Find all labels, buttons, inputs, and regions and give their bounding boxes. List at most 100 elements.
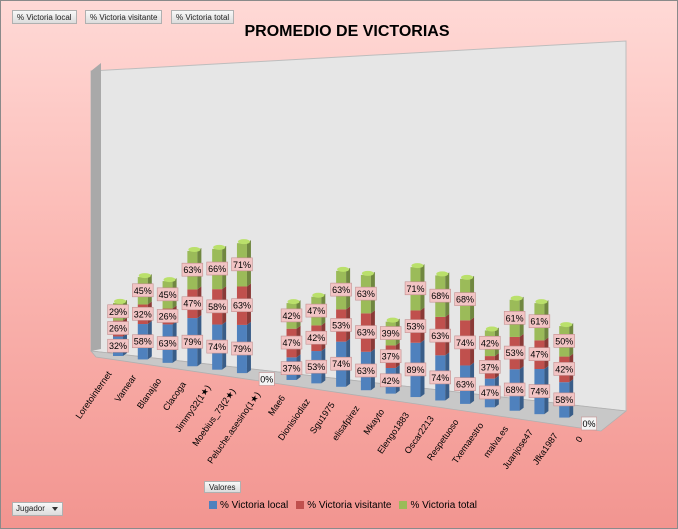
data-label-box-0-16 (503, 382, 526, 397)
data-label-box-2-3 (181, 262, 204, 277)
data-label-box-1-18 (553, 362, 575, 376)
data-label-visitante-1: 32% (134, 309, 152, 319)
data-label-box-0-1 (132, 334, 154, 349)
data-label-local-14: 63% (456, 380, 474, 390)
data-label-box-0-5 (231, 341, 253, 356)
data-label-local-7: 37% (283, 364, 301, 374)
data-label-visitante-2: 26% (159, 311, 177, 321)
data-label-box-0-11 (379, 373, 402, 388)
chart-title: PROMEDIO DE VICTORIAS (244, 23, 450, 40)
data-label-box-0-7 (280, 361, 303, 375)
data-label-box-2-0 (107, 304, 129, 319)
data-label-box-0-12 (404, 362, 427, 377)
chevron-down-icon (52, 507, 58, 511)
data-label-box-2-9 (330, 282, 352, 297)
legend: % Victoria local % Victoria visitante % … (209, 497, 477, 513)
bar-cap-4 (213, 244, 226, 250)
data-label-total-3: 63% (183, 265, 201, 275)
values-field-button[interactable]: Valores (204, 481, 241, 493)
data-label-local-16: 68% (506, 385, 524, 395)
data-label-box-2-1 (132, 283, 154, 298)
jugador-filter-dropdown[interactable]: Jugador (12, 502, 63, 516)
bar-cap-8 (312, 292, 325, 298)
data-label-total-11: 39% (382, 329, 400, 339)
category-label-1: Vamear (113, 373, 139, 404)
data-label-visitante-16: 53% (506, 348, 524, 358)
data-label-local-15: 47% (481, 388, 499, 398)
data-label-local-9: 74% (332, 359, 350, 369)
data-label-box-1-3 (181, 296, 204, 311)
data-label-total-5: 71% (233, 260, 251, 270)
data-label-box-2-7 (280, 308, 303, 323)
data-label-visitante-3: 47% (183, 299, 201, 309)
data-label-total-0: 29% (109, 307, 127, 317)
category-label-18: Jfka1987 (531, 431, 560, 467)
category-label-6: Peluche.asesino(1★) (205, 390, 262, 465)
category-label-3: Clacoga (161, 380, 188, 413)
bar-cap-5 (237, 239, 250, 245)
data-label-total-16: 61% (506, 313, 524, 323)
category-label-16: malva.es (481, 424, 510, 460)
data-label-box-1-11 (379, 349, 402, 364)
data-label-local-4: 74% (208, 342, 226, 352)
data-label-box-0-3 (181, 334, 204, 349)
bar-cap-13 (436, 271, 449, 277)
data-label-box-2-4 (206, 261, 228, 276)
data-label-box-1-8 (305, 330, 328, 345)
data-label-box-0-10 (355, 363, 377, 378)
data-label-box-2-8 (305, 303, 328, 318)
data-label-total-13: 68% (431, 291, 449, 301)
data-label-total-9: 63% (332, 285, 350, 295)
bar-cap-9 (337, 266, 350, 272)
bar-cap-14 (461, 274, 474, 280)
data-label-local-10: 63% (357, 366, 375, 376)
data-label-box-1-7 (280, 335, 303, 350)
data-label-local-1: 58% (134, 337, 152, 347)
data-label-box-1-14 (454, 335, 476, 350)
data-label-box-2-14 (454, 292, 476, 306)
data-label-local-18: 58% (555, 395, 573, 405)
data-label-local-3: 79% (183, 337, 201, 347)
data-label-box-2-13 (429, 288, 451, 303)
data-label-box-1-17 (528, 347, 551, 361)
field-button-victoria-local[interactable]: % Victoria local (12, 10, 77, 24)
category-label-9: Sgu1975 (308, 400, 337, 435)
bar-cap-0 (114, 298, 126, 304)
data-label-box-1-16 (503, 345, 526, 360)
data-label-visitante-10: 63% (357, 328, 375, 338)
field-button-victoria-total[interactable]: % Victoria total (171, 10, 235, 24)
data-label-box-2-18 (553, 334, 575, 348)
data-label-box-1-9 (330, 318, 352, 332)
legend-swatch-visitante (296, 501, 305, 509)
data-label-box-0-17 (528, 384, 551, 398)
data-label-box-1-15 (479, 360, 501, 374)
legend-label-local: % Victoria local (220, 499, 289, 511)
data-label-box-1-4 (206, 299, 228, 314)
data-label-visitante-9: 53% (332, 320, 350, 330)
legend-swatch-total (399, 501, 408, 509)
data-label-total-10: 63% (357, 289, 375, 299)
data-label-box-2-12 (404, 281, 427, 296)
data-label-visitante-7: 47% (283, 338, 301, 348)
bar-cap-1 (138, 273, 151, 279)
legend-entry-local: % Victoria local (209, 500, 288, 511)
data-label-box-1-2 (156, 309, 179, 323)
data-label-box-2-16 (503, 311, 526, 325)
bar-cap-12 (411, 263, 424, 269)
bar-cap-17 (535, 299, 548, 305)
data-label-visitante-12: 53% (406, 322, 424, 332)
data-label-local-8: 53% (307, 362, 325, 372)
field-button-victoria-visitante[interactable]: % Victoria visitante (85, 10, 163, 24)
bar-cap-2 (163, 277, 176, 283)
data-label-box-0-14 (454, 377, 476, 391)
data-label-visitante-14: 74% (456, 338, 474, 348)
data-label-box-1-1 (132, 306, 154, 321)
data-label-box-2-11 (379, 326, 402, 340)
data-label-local-2: 63% (159, 339, 177, 349)
data-label-local-17: 74% (530, 387, 548, 397)
data-label-box-1-12 (404, 319, 427, 333)
data-label-box-2-17 (528, 314, 551, 329)
data-label-box-1-13 (429, 328, 451, 343)
category-label-0: Loretointernet (74, 369, 114, 421)
